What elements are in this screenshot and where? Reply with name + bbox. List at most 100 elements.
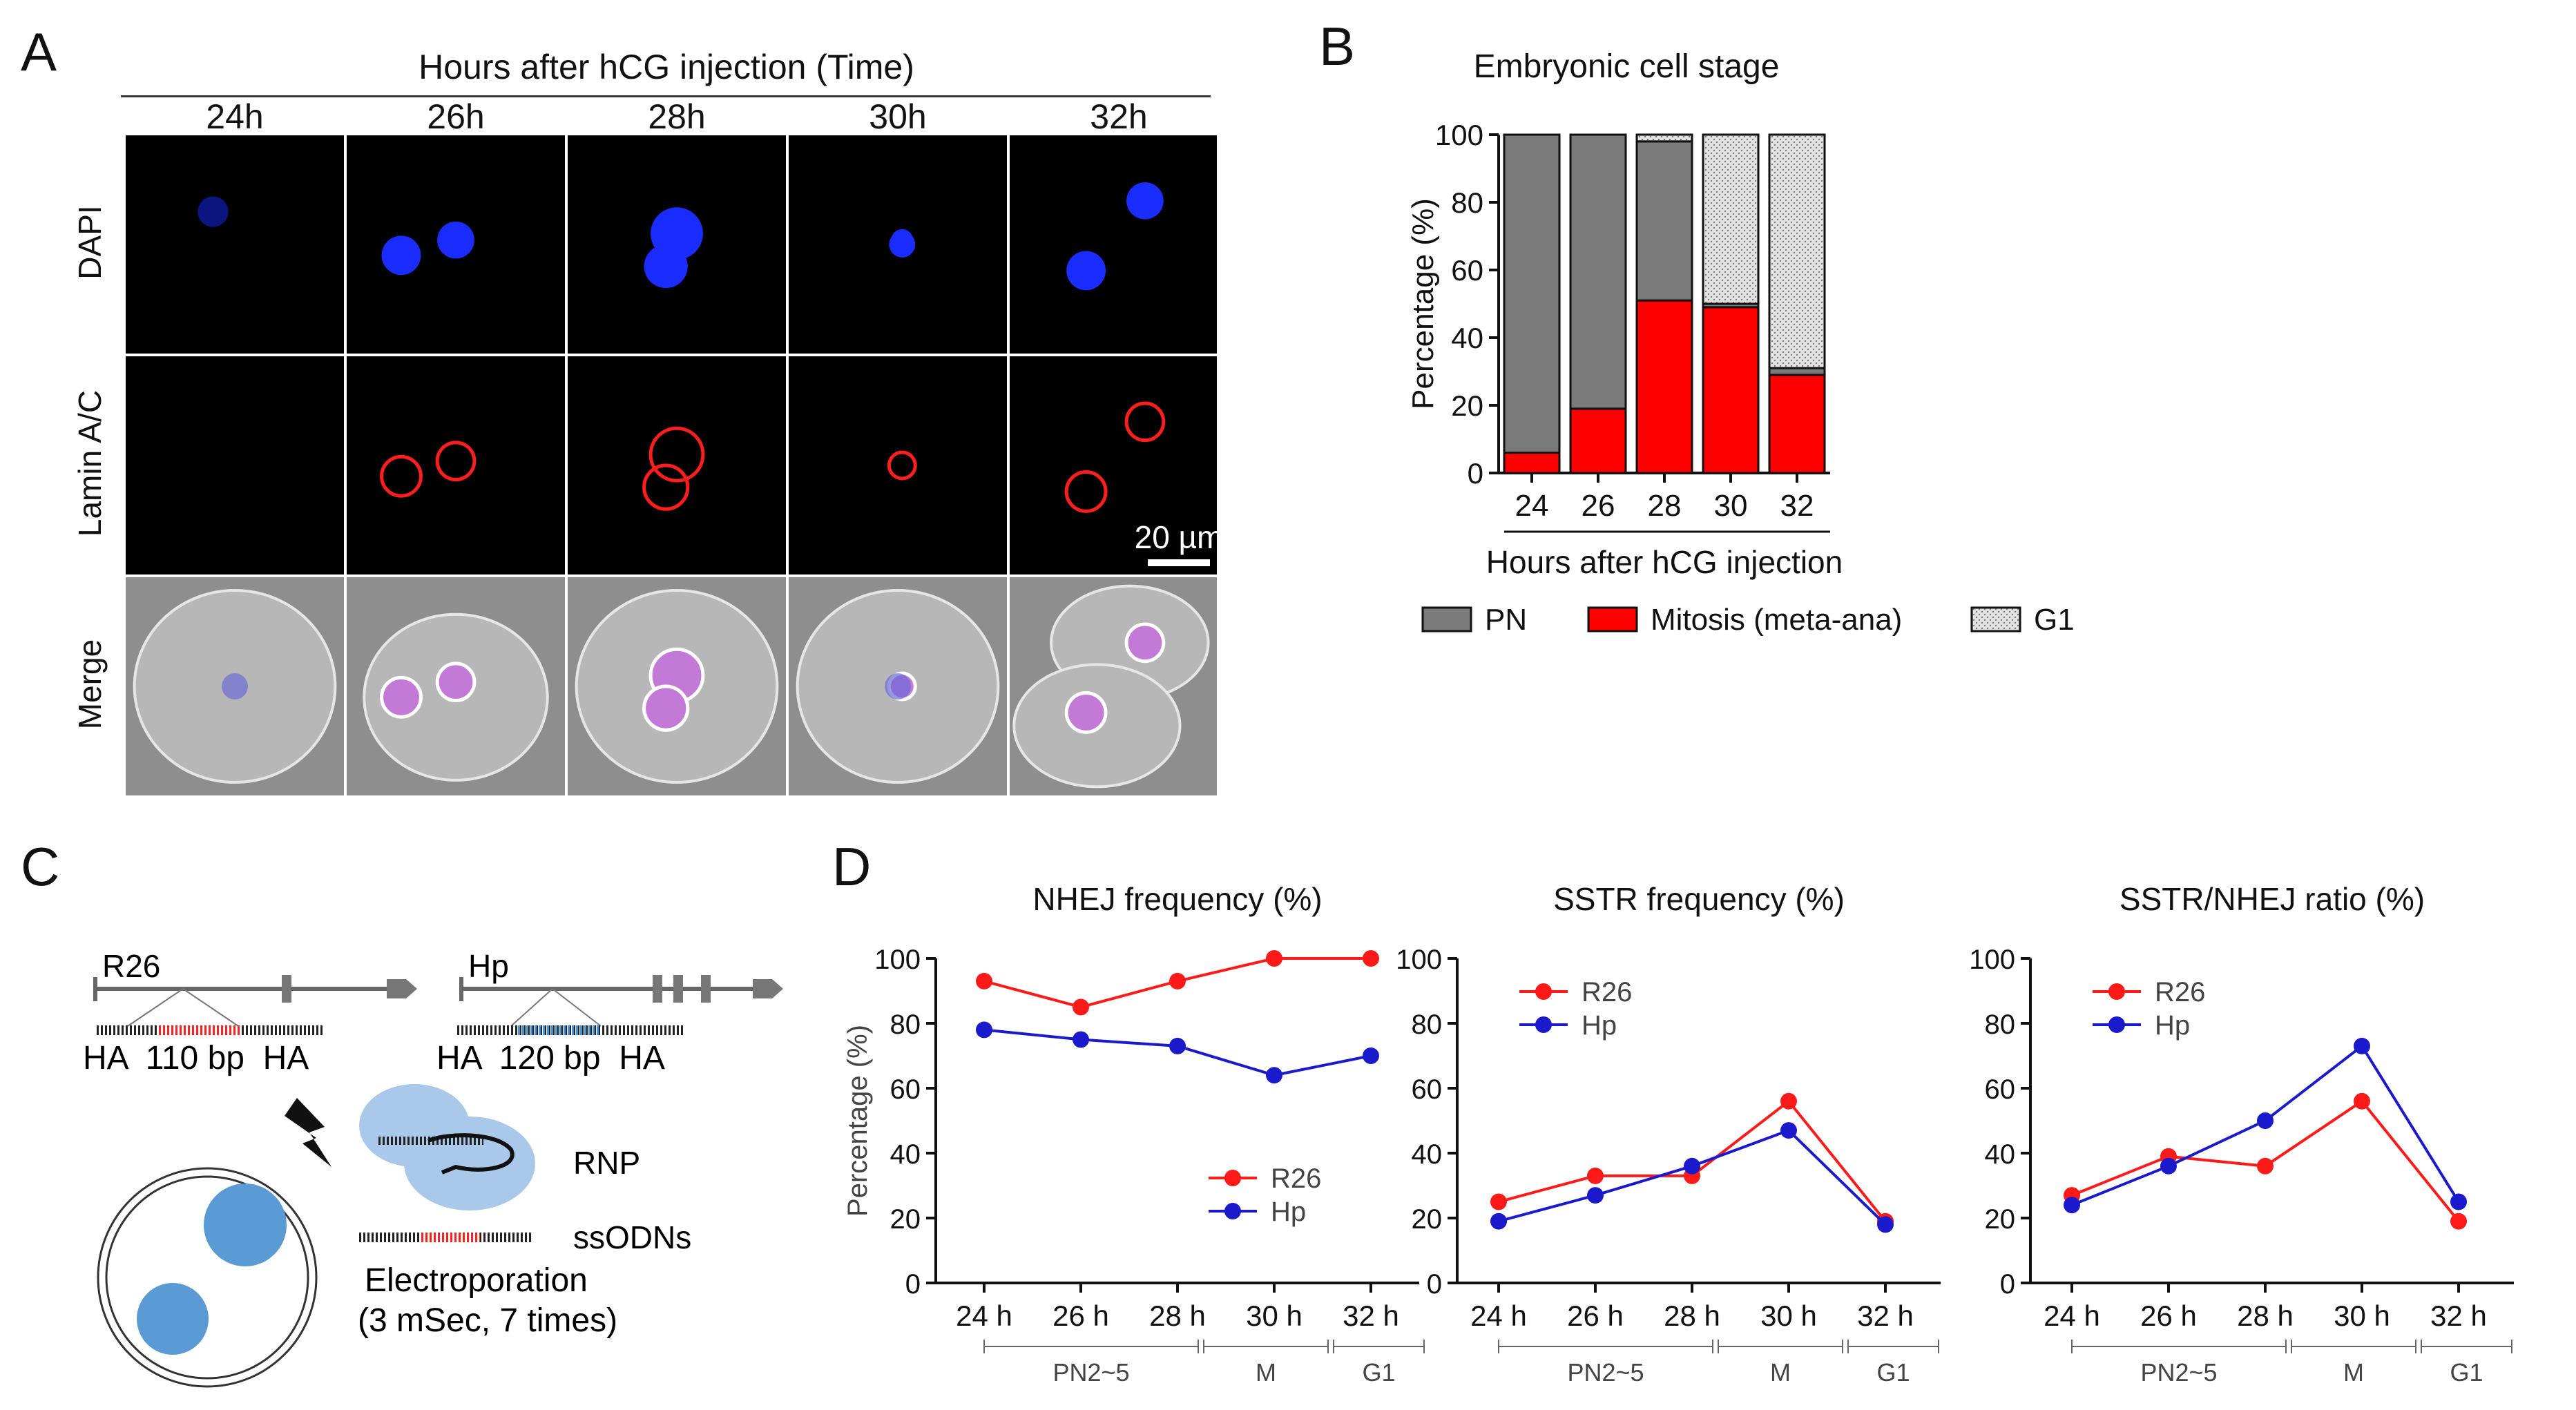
legend-marker-hp	[1224, 1203, 1241, 1219]
panel-a-header: Hours after hCG injection (Time)	[419, 48, 914, 86]
time-label-24h: 24h	[206, 97, 264, 136]
bar-g1-28	[1635, 133, 1693, 143]
panel-a-header-rule	[121, 95, 1211, 97]
y-tick-label-20: 20	[1451, 389, 1483, 422]
x-tick-label-28h: 28 h	[2237, 1300, 2294, 1332]
bar-g1-32	[1768, 133, 1826, 369]
legend-swatch-1	[1587, 606, 1638, 632]
panel-d: D NHEJ frequency (%) 0 20 40 60 80 100 Percenta…	[815, 808, 2576, 1410]
r26-locus-label: R26	[102, 948, 160, 984]
point-r26-24h	[976, 972, 992, 989]
y-tick-label-60: 60	[1412, 1074, 1443, 1105]
hp-arms-label: HA 120 bp HA	[436, 1040, 665, 1076]
point-hp-24h	[976, 1021, 992, 1039]
bar-pn-26	[1569, 133, 1627, 410]
scale-bar	[1148, 559, 1210, 566]
x-tick-label-28h: 28 h	[1149, 1300, 1206, 1332]
y-tick-label-80: 80	[1412, 1010, 1443, 1040]
legend-label-hp: Hp	[2155, 1010, 2190, 1041]
point-hp-28h	[1169, 1037, 1186, 1054]
lightning-bolt-icon	[285, 1098, 331, 1167]
x-tick-label-26h: 26 h	[1052, 1300, 1109, 1332]
y-tick-label-40: 40	[890, 1139, 921, 1170]
electroporation-params: (3 mSec, 7 times)	[358, 1302, 617, 1339]
legend-marker-hp	[1535, 1016, 1552, 1033]
point-hp-32h	[1363, 1047, 1379, 1064]
zygote-icon	[97, 1167, 318, 1388]
point-hp-30h	[2354, 1037, 2370, 1054]
x-tick-label-28: 28	[1648, 489, 1682, 523]
point-hp-28h	[2257, 1112, 2274, 1129]
electroporation-label: Electroporation	[365, 1262, 588, 1299]
y-tick-label-40: 40	[1412, 1139, 1443, 1170]
legend-marker-r26	[2108, 983, 2125, 1000]
micrograph-lamin-a-c-28h	[568, 356, 786, 574]
point-r26-26h	[1587, 1167, 1604, 1184]
time-label-30h: 30h	[869, 97, 927, 136]
point-r26-28h	[1169, 972, 1186, 989]
x-tick-label-32h: 32 h	[1857, 1300, 1914, 1332]
phase-label-M: M	[1770, 1358, 1791, 1387]
stacked-bar-chart: Embryonic cell stage 0 20 40 60 80 100 Percenta…	[1406, 48, 2075, 637]
y-tick-label-40: 40	[1451, 322, 1483, 354]
legend-swatch-2	[1970, 606, 2021, 632]
y-tick-label-20: 20	[890, 1204, 921, 1235]
point-hp-30h	[1780, 1122, 1797, 1139]
panel-d-letter: D	[832, 836, 872, 897]
legend-label-1: Mitosis (meta-ana)	[1651, 603, 1902, 637]
legend-label-r26: R26	[2155, 977, 2205, 1007]
electroporation-schematic: R26 HA 110 bp HA Hp	[83, 948, 783, 1388]
bar-mitosis-32	[1768, 374, 1826, 474]
point-r26-30h	[2354, 1092, 2370, 1110]
micrograph-lamin-a-c-26h	[347, 356, 565, 574]
panel-a: A Hours after hCG injection (Time) 20 µm…	[0, 0, 1222, 801]
legend-marker-hp	[2108, 1016, 2125, 1033]
micrograph-merge-32h	[1010, 577, 1217, 795]
r26-arms-label: HA 110 bp HA	[83, 1040, 309, 1076]
x-tick-label-24: 24	[1515, 489, 1549, 523]
x-tick-label-24h: 24 h	[2044, 1300, 2100, 1332]
phase-label-PN2~5: PN2~5	[2140, 1358, 2217, 1387]
legend-label-0: PN	[1485, 603, 1527, 637]
time-label-26h: 26h	[427, 97, 485, 136]
x-tick-label-30h: 30 h	[1760, 1300, 1817, 1332]
bar-mitosis-30	[1702, 306, 1760, 474]
ssodns-label: ssODNs	[573, 1219, 691, 1255]
point-r26-26h	[1073, 998, 1089, 1016]
point-r26-30h	[1266, 950, 1282, 967]
bar-g1-30	[1702, 133, 1760, 305]
x-tick-label-32h: 32 h	[2430, 1300, 2487, 1332]
micrograph-lamin-a-c-30h	[789, 356, 1007, 574]
rnp-icon	[359, 1084, 535, 1210]
line-chart-1: NHEJ frequency (%) 0 20 40 60 80 100 Percentage…	[843, 881, 1425, 1387]
legend-label-r26: R26	[1582, 977, 1632, 1007]
phase-label-G1: G1	[1362, 1358, 1395, 1387]
micrograph-merge-30h	[789, 577, 1007, 795]
y-tick-label-80: 80	[1985, 1010, 2016, 1040]
x-tick-label-28h: 28 h	[1664, 1300, 1720, 1332]
y-tick-label-60: 60	[1451, 254, 1483, 287]
hp-locus-line	[459, 975, 783, 1027]
panel-a-image-grid: 20 µm	[126, 98, 1217, 795]
x-tick-label-26h: 26 h	[1567, 1300, 1624, 1332]
rnp-label: RNP	[573, 1145, 640, 1181]
point-r26-32h	[1363, 950, 1379, 967]
x-tick-label-32h: 32 h	[1343, 1300, 1399, 1332]
y-tick-label-80: 80	[1451, 186, 1483, 219]
r26-locus-line	[93, 975, 417, 1027]
micrograph-dapi-26h	[347, 135, 565, 354]
micrograph-dapi-32h	[1010, 135, 1217, 354]
x-tick-label-24h: 24 h	[1470, 1300, 1527, 1332]
panel-c-letter: C	[21, 836, 60, 897]
y-tick-label-100: 100	[874, 945, 921, 975]
panel-a-letter: A	[21, 21, 57, 82]
x-tick-label-26: 26	[1582, 489, 1615, 523]
micrograph-dapi-24h	[126, 135, 344, 354]
time-label-28h: 28h	[648, 97, 706, 136]
phase-label-PN2~5: PN2~5	[1567, 1358, 1644, 1387]
point-hp-26h	[1073, 1031, 1089, 1048]
line-charts: NHEJ frequency (%) 0 20 40 60 80 100 Percentage…	[843, 881, 2514, 1387]
panel-b-letter: B	[1319, 16, 1356, 77]
y-tick-label-80: 80	[890, 1010, 921, 1040]
x-tick-label-30h: 30 h	[2334, 1300, 2390, 1332]
